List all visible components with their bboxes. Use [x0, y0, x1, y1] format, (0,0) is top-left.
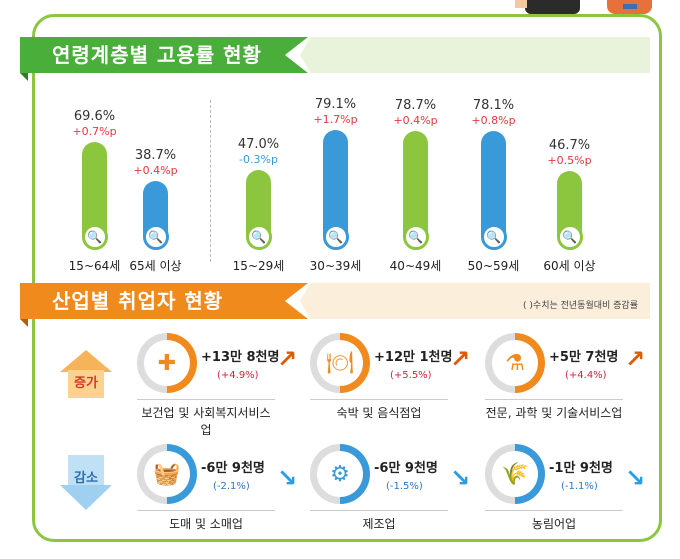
trend-up-arrow-icon: ↗ [277, 345, 298, 373]
employment-change-count: -6만 9천명 [374, 461, 438, 476]
first-aid-kit-icon: ✚ [144, 340, 190, 386]
rate-change: +0.7%p [72, 125, 117, 138]
group-divider [210, 100, 211, 262]
employment-change-count: +5만 7천명 [549, 350, 619, 365]
flask-icon: ⚗ [492, 340, 538, 386]
document-search-icon: 🔍 [142, 224, 169, 250]
rate-value: 47.0% [237, 137, 280, 153]
employment-change-pct: (-2.1%) [213, 481, 250, 492]
rate-value: 69.6% [73, 109, 116, 124]
gears-icon: ⚙ [317, 451, 363, 497]
industry-name: 도매 및 소매업 [169, 517, 243, 531]
industry-name: 숙박 및 음식점업 [336, 406, 422, 420]
rate-change: +1.7%p [313, 113, 358, 127]
banner-fold [20, 73, 28, 81]
document-search-icon: 🔍 [245, 224, 272, 250]
divider [137, 510, 275, 511]
age-label: 65세 이상 [129, 259, 182, 273]
age-label: 30~39세 [309, 259, 362, 273]
industry-item: 🌾 -1만 9천명 (-1.1%) ↘ 농림어업 [485, 444, 646, 531]
industry-name: 전문, 과학 및 기술서비스업 [485, 406, 623, 420]
donut-ring: ⚙ [310, 444, 370, 504]
employment-change-pct: (+4.4%) [565, 370, 607, 381]
rate-change: -0.3%p [239, 153, 278, 167]
employment-change-count: -1만 9천명 [549, 461, 613, 476]
bar-15~64세 [82, 142, 107, 237]
decrease-label: 감소 [74, 471, 98, 486]
section-title-employment: 연령계층별 고용률 현황 [20, 37, 308, 73]
rate-value: 78.7% [394, 97, 437, 113]
up-arrow-icon [60, 350, 112, 372]
rate-value: 46.7% [548, 137, 591, 153]
industry-item: 🧺 -6만 9천명 (-2.1%) ↘ 도매 및 소매업 [137, 444, 298, 531]
down-arrow-icon [60, 485, 112, 510]
dining-icon: 🍽 [317, 340, 363, 386]
bar-50~59세 [481, 131, 506, 237]
employment-change-pct: (-1.5%) [386, 481, 423, 492]
industry-name: 보건업 및 사회복지서비스업 [141, 406, 271, 437]
trend-up-arrow-icon: ↗ [450, 345, 471, 373]
donut-ring: ⚗ [485, 333, 545, 393]
donut-ring: 🧺 [137, 444, 197, 504]
document-search-icon: 🔍 [480, 224, 507, 250]
divider [310, 399, 448, 400]
donut-ring: ✚ [137, 333, 197, 393]
divider [485, 399, 623, 400]
trend-up-arrow-icon: ↗ [625, 345, 646, 373]
bar-30~39세 [323, 130, 348, 237]
industry-name: 농림어업 [531, 517, 577, 531]
rate-change: +0.8%p [471, 114, 516, 128]
rate-value: 78.1% [472, 98, 515, 114]
increase-badge: 증가 [60, 350, 112, 398]
trend-down-arrow-icon: ↘ [625, 464, 646, 492]
bar-40~49세 [403, 130, 428, 237]
age-label: 40~49세 [389, 259, 442, 273]
rate-change: +0.5%p [547, 153, 592, 167]
rate-change: +0.4%p [393, 113, 438, 127]
banner-tail [300, 283, 650, 319]
section-title-industry: 산업별 취업자 현황 [20, 283, 308, 319]
age-label: 60세 이상 [543, 259, 596, 273]
rate-value: 79.1% [314, 97, 357, 113]
illustration-people [515, 0, 665, 14]
employment-change-count: +12만 1천명 [374, 350, 453, 365]
donut-ring: 🌾 [485, 444, 545, 504]
age-label: 15~29세 [232, 259, 285, 273]
industry-item: ⚗ +5만 7천명 (+4.4%) ↗ 전문, 과학 및 기술서비스업 [485, 333, 646, 420]
note-text: ( )수치는 전년동월대비 증감률 [523, 301, 638, 311]
employment-change-pct: (+5.5%) [390, 370, 432, 381]
age-label: 15~64세 [68, 259, 121, 273]
rate-value: 38.7% [134, 147, 177, 163]
employment-change-pct: (-1.1%) [561, 481, 598, 492]
donut-ring: 🍽 [310, 333, 370, 393]
banner-fold [20, 319, 28, 327]
industry-item: 🍽 +12만 1천명 (+5.5%) ↗ 숙박 및 음식점업 [310, 333, 471, 420]
document-search-icon: 🔍 [402, 224, 429, 250]
banner-tail [300, 37, 650, 73]
increase-label: 증가 [74, 376, 98, 391]
rate-change: +0.4%p [133, 163, 178, 177]
industry-item: ⚙ -6만 9천명 (-1.5%) ↘ 제조업 [310, 444, 471, 531]
divider [485, 510, 623, 511]
employment-change-count: -6만 9천명 [201, 461, 265, 476]
trend-down-arrow-icon: ↘ [450, 464, 471, 492]
employment-change-pct: (+4.9%) [217, 370, 259, 381]
document-search-icon: 🔍 [556, 224, 583, 250]
decrease-badge: 감소 [60, 455, 112, 510]
document-search-icon: 🔍 [81, 224, 108, 250]
basket-icon: 🧺 [144, 451, 190, 497]
document-search-icon: 🔍 [322, 224, 349, 250]
wheat-icon: 🌾 [492, 451, 538, 497]
trend-down-arrow-icon: ↘ [277, 464, 298, 492]
age-label: 50~59세 [467, 259, 520, 273]
divider [137, 399, 275, 400]
industry-item: ✚ +13만 8천명 (+4.9%) ↗ 보건업 및 사회복지서비스업 [137, 333, 298, 437]
divider [310, 510, 448, 511]
industry-name: 제조업 [362, 517, 396, 531]
employment-change-count: +13만 8천명 [201, 350, 280, 365]
